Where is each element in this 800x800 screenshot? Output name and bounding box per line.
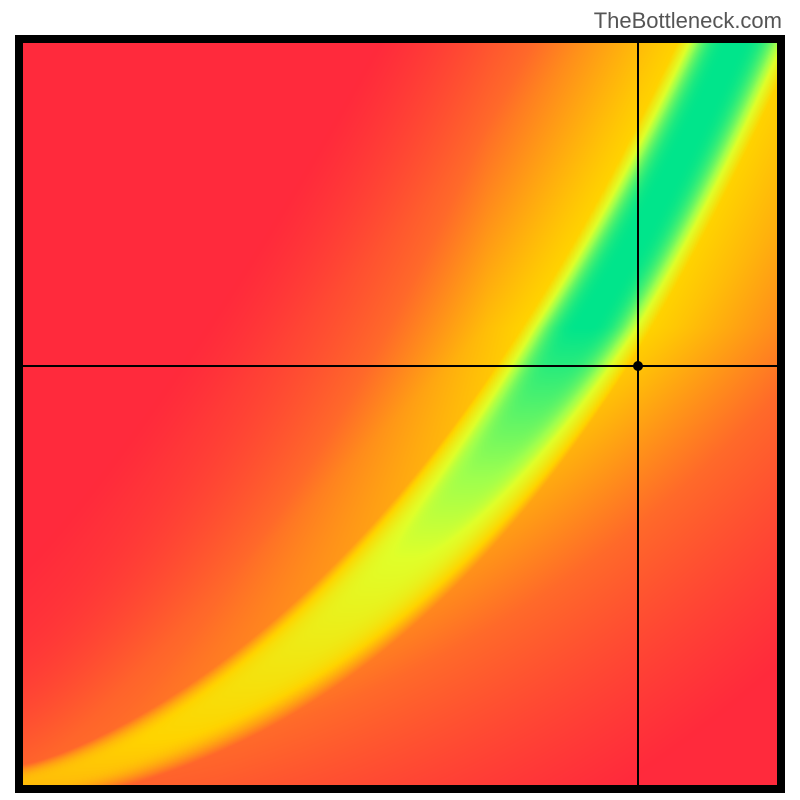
chart-container: TheBottleneck.com (0, 0, 800, 800)
bottleneck-heatmap (23, 43, 777, 785)
crosshair-vertical (637, 43, 639, 785)
watermark-text: TheBottleneck.com (594, 8, 782, 34)
crosshair-horizontal (23, 365, 777, 367)
crosshair-marker (633, 361, 643, 371)
